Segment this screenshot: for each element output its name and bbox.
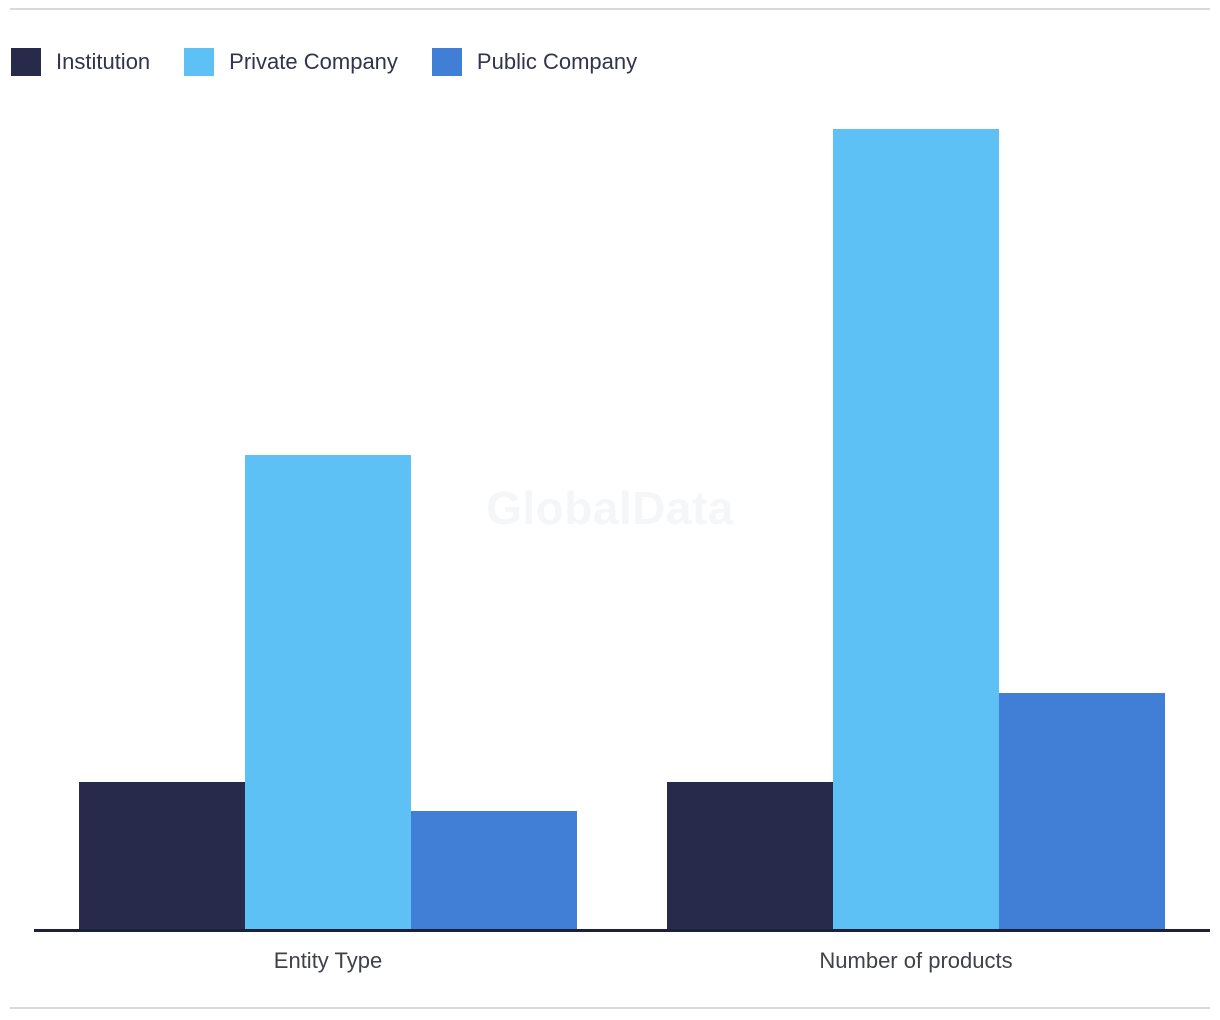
legend-item-private-company[interactable]: Private Company [184,48,398,76]
bar-public-company-number-of-products[interactable] [999,693,1166,930]
x-axis-label-entity-type: Entity Type [273,948,383,973]
x-axis-labels: Entity Type Number of products [34,948,1210,974]
bar-group-entity-type [34,129,622,930]
legend-label: Private Company [229,49,398,74]
globaldata-watermark: GlobalData [486,482,734,534]
chart-legend: Institution Private Company Public Company [11,48,637,76]
bar-public-company-entity-type[interactable] [411,811,578,930]
legend-swatch-public-company [431,48,462,76]
top-divider [10,8,1210,10]
bar-institution-number-of-products[interactable] [666,782,833,930]
legend-item-public-company[interactable]: Public Company [431,48,638,76]
legend-label: Institution [56,49,151,74]
legend-swatch-institution [11,48,41,76]
bar-private-company-entity-type[interactable] [244,455,412,930]
legend-item-institution[interactable]: Institution [11,48,150,76]
legend-label: Public Company [476,49,638,74]
bar-plot-area [34,129,1210,930]
legend-swatch-private-company [184,48,215,76]
x-axis-line [34,929,1210,932]
x-axis-label-number-of-products: Number of products [819,948,1013,973]
bar-institution-entity-type[interactable] [78,782,245,930]
bar-private-company-number-of-products[interactable] [832,129,1000,930]
bar-group-number-of-products [622,129,1210,930]
bottom-divider [10,1007,1210,1009]
